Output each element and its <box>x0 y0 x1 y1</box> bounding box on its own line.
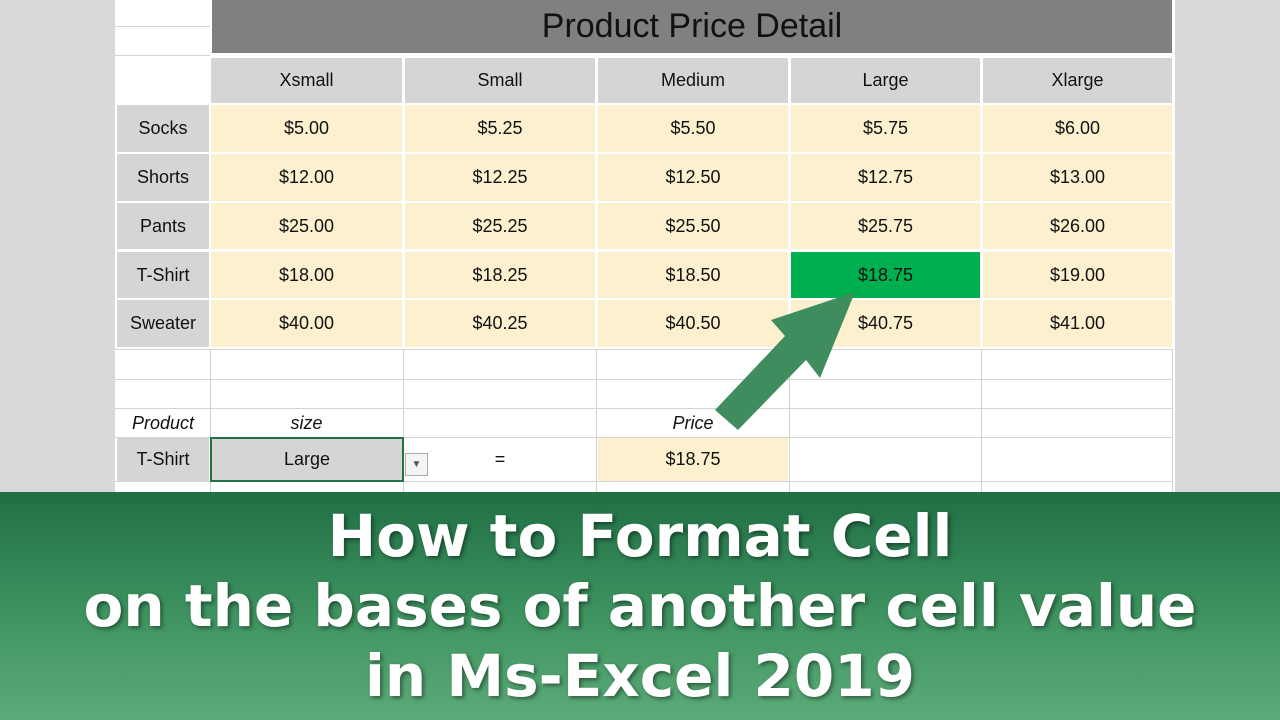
price-cell[interactable]: $5.75 <box>791 105 980 152</box>
price-cell[interactable]: $12.00 <box>211 154 402 201</box>
gridline <box>115 55 210 56</box>
price-cell[interactable]: $19.00 <box>983 252 1172 298</box>
gridline <box>115 349 1173 350</box>
lookup-price-cell[interactable]: $18.75 <box>598 438 788 481</box>
equals-sign: = <box>494 449 506 469</box>
row-header[interactable]: T-Shirt <box>117 252 209 298</box>
row-header[interactable]: Shorts <box>117 154 209 201</box>
banner-line-3: in Ms-Excel 2019 <box>365 642 915 710</box>
lookup-product-cell[interactable]: T-Shirt <box>117 438 209 481</box>
size-label: size <box>290 412 323 433</box>
price-cell[interactable]: $5.50 <box>598 105 788 152</box>
row-header[interactable]: Socks <box>117 105 209 152</box>
price-cell[interactable]: $12.50 <box>598 154 788 201</box>
price-cell[interactable]: $12.25 <box>405 154 595 201</box>
price-cell[interactable]: $12.75 <box>791 154 980 201</box>
price-cell[interactable]: $25.75 <box>791 203 980 249</box>
column-header-large[interactable]: Large <box>791 58 980 103</box>
gridline <box>789 349 790 495</box>
gridline <box>403 349 404 495</box>
column-header-small[interactable]: Small <box>405 58 595 103</box>
gridline <box>115 437 1173 438</box>
price-cell[interactable]: $18.50 <box>598 252 788 298</box>
price-cell[interactable]: $40.25 <box>405 300 595 347</box>
price-cell[interactable]: $5.00 <box>211 105 402 152</box>
product-label: Product <box>131 412 195 433</box>
gridline <box>981 349 982 495</box>
price-cell[interactable]: $40.00 <box>211 300 402 347</box>
price-cell[interactable]: $25.25 <box>405 203 595 249</box>
price-cell[interactable]: $6.00 <box>983 105 1172 152</box>
price-cell[interactable]: $26.00 <box>983 203 1172 249</box>
price-cell[interactable]: $5.25 <box>405 105 595 152</box>
price-cell[interactable]: $18.00 <box>211 252 402 298</box>
table-title: Product Price Detail <box>212 0 1172 53</box>
title-banner: How to Format Cell on the bases of anoth… <box>0 492 1280 720</box>
dropdown-arrow-button[interactable]: ▼ <box>405 453 428 476</box>
gridline <box>115 481 1173 482</box>
gridline <box>1172 349 1173 495</box>
price-cell[interactable]: $40.50 <box>598 300 788 347</box>
price-cell[interactable]: $41.00 <box>983 300 1172 347</box>
price-cell[interactable]: $18.25 <box>405 252 595 298</box>
row-header[interactable]: Pants <box>117 203 209 249</box>
price-cell[interactable]: $25.00 <box>211 203 402 249</box>
gridline <box>115 379 1173 380</box>
gridline <box>115 408 1173 409</box>
highlighted-price-cell[interactable]: $18.75 <box>791 252 980 298</box>
gridline <box>115 26 210 27</box>
column-header-medium[interactable]: Medium <box>598 58 788 103</box>
column-header-xsmall[interactable]: Xsmall <box>211 58 402 103</box>
price-label: Price <box>672 412 714 433</box>
price-cell[interactable]: $40.75 <box>791 300 980 347</box>
gridline <box>596 349 597 495</box>
price-cell[interactable]: $13.00 <box>983 154 1172 201</box>
row-header[interactable]: Sweater <box>117 300 209 347</box>
gridline <box>210 349 211 495</box>
column-header-xlarge[interactable]: Xlarge <box>983 58 1172 103</box>
banner-line-1: How to Format Cell <box>327 502 953 570</box>
price-cell[interactable]: $25.50 <box>598 203 788 249</box>
size-select-cell[interactable]: Large <box>210 437 404 482</box>
banner-line-2: on the bases of another cell value <box>83 572 1197 640</box>
